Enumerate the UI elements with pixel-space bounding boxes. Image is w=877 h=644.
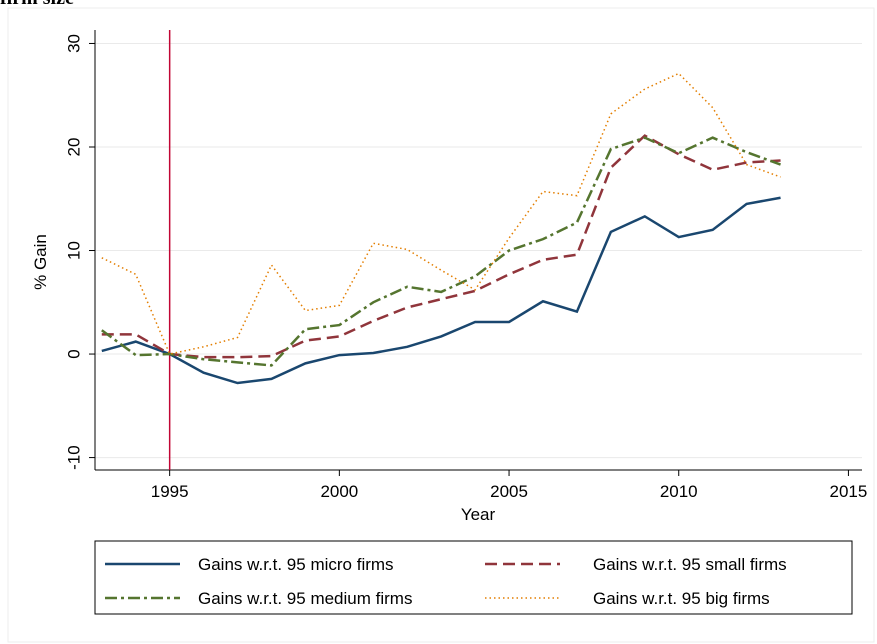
legend (94, 540, 853, 615)
y-axis-label: % Gain (31, 234, 50, 290)
x-tick-label: 2000 (320, 482, 358, 501)
chart-title: firm size (0, 0, 74, 9)
series-line (101, 134, 781, 359)
y-tick-label: 30 (64, 34, 83, 53)
plot-region (7, 7, 875, 643)
x-tick-label: 1995 (151, 482, 189, 501)
legend-label: Gains w.r.t. 95 big firms (593, 589, 770, 608)
x-tick-label: 2010 (660, 482, 698, 501)
legend-label: Gains w.r.t. 95 medium firms (198, 589, 412, 608)
series-line (101, 196, 781, 385)
x-tick-label: 2015 (830, 482, 868, 501)
legend-label: Gains w.r.t. 95 small firms (593, 555, 787, 574)
y-tick-label: -10 (64, 445, 83, 470)
x-axis-label: Year (461, 505, 496, 524)
y-tick-label: 10 (64, 241, 83, 260)
y-tick-label: 0 (64, 349, 83, 358)
x-tick-label: 2005 (490, 482, 528, 501)
series-line (101, 136, 781, 367)
y-tick-label: 20 (64, 138, 83, 157)
legend-label: Gains w.r.t. 95 micro firms (198, 555, 394, 574)
